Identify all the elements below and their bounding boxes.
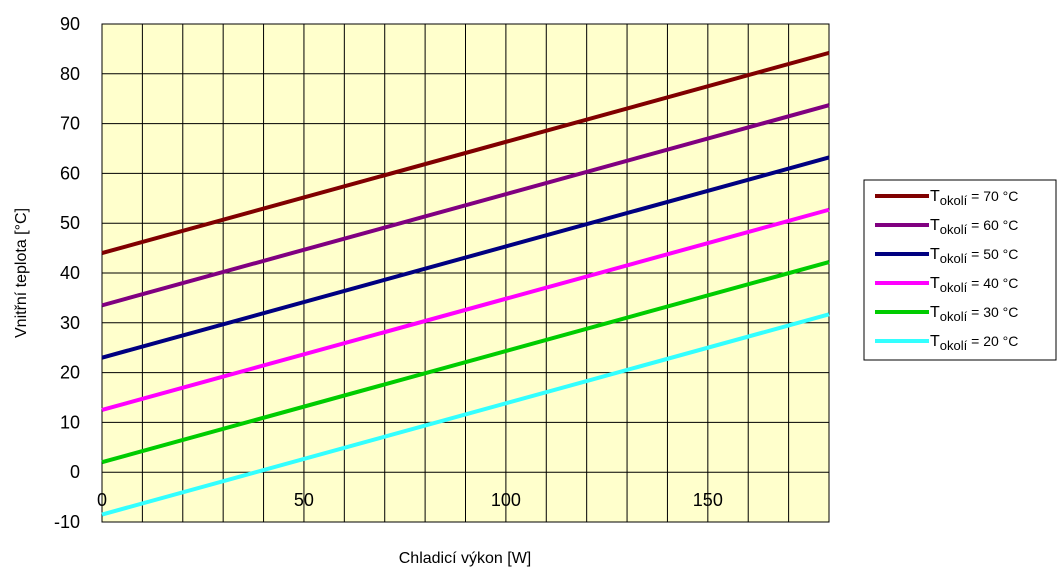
y-tick-label: 90 [60, 14, 80, 34]
y-tick-labels: -10 0 10 20 30 40 50 60 70 80 90 [54, 14, 80, 532]
grid [102, 24, 829, 522]
y-tick-label: 10 [60, 412, 80, 432]
series-line [101, 103, 830, 308]
series-line [101, 207, 830, 412]
x-tick-labels: 0 50 100 150 [97, 490, 723, 510]
x-tick-label: 150 [693, 490, 723, 510]
y-tick-label: 60 [60, 163, 80, 183]
legend-entry-label: Tokolí = 70 °C [930, 188, 1018, 208]
plot-border [101, 23, 830, 523]
y-tick-label: 80 [60, 64, 80, 84]
y-tick-label: 0 [70, 462, 80, 482]
legend: Tokolí = 70 °C Tokolí = 60 °C Tokolí = 50 … [863, 179, 1057, 361]
series-lines [101, 50, 830, 517]
x-tick-label: 100 [491, 490, 521, 510]
series-line [101, 260, 830, 465]
legend-entry-label: Tokolí = 30 °C [930, 304, 1018, 324]
legend-entry-label: Tokolí = 60 °C [930, 217, 1018, 237]
legend-entry-label: Tokolí = 40 °C [930, 275, 1018, 295]
y-tick-label: -10 [54, 512, 80, 532]
legend-entry-label: Tokolí = 20 °C [930, 333, 1018, 353]
legend-box [863, 179, 1057, 361]
y-axis-title: Vnitřní teplota [°C] [13, 208, 30, 338]
x-tick-label: 0 [97, 490, 107, 510]
y-tick-label: 40 [60, 263, 80, 283]
y-tick-label: 70 [60, 114, 80, 134]
x-tick-label: 50 [294, 490, 314, 510]
series-line [101, 155, 830, 360]
legend-entry-label: Tokolí = 50 °C [930, 246, 1018, 266]
y-tick-label: 30 [60, 313, 80, 333]
series-line [101, 312, 830, 517]
series-line [101, 50, 830, 256]
y-tick-label: 50 [60, 213, 80, 233]
y-tick-label: 20 [60, 363, 80, 383]
x-axis-title: Chladicí výkon [W] [399, 550, 531, 567]
